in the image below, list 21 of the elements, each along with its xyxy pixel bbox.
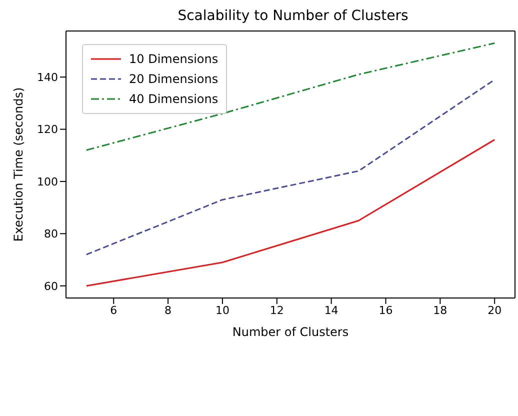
x-tick-label: 6 [110,304,118,317]
x-tick-label: 10 [215,304,230,317]
x-tick-label: 12 [270,304,284,317]
y-tick-label: 140 [37,70,58,84]
y-tick-label: 60 [44,280,58,293]
y-tick-label: 80 [44,228,58,241]
legend-label: 10 Dimensions [129,52,218,66]
legend-label: 40 Dimensions [129,92,218,106]
y-tick-label: 100 [37,175,58,188]
y-axis-title: Execution Time (seconds) [11,87,26,242]
x-tick-label: 16 [378,304,393,317]
x-tick-label: 8 [164,304,172,317]
y-tick-label: 120 [37,123,58,136]
legend-label: 20 Dimensions [129,72,218,86]
chart-title: Scalability to Number of Clusters [176,8,410,24]
line-series [86,42,496,151]
x-tick-label: 14 [324,304,338,317]
line-series [86,138,496,287]
x-axis-title: Number of Clusters [232,325,349,339]
x-tick-label: 18 [433,304,448,317]
x-tick-label: 20 [488,304,502,317]
